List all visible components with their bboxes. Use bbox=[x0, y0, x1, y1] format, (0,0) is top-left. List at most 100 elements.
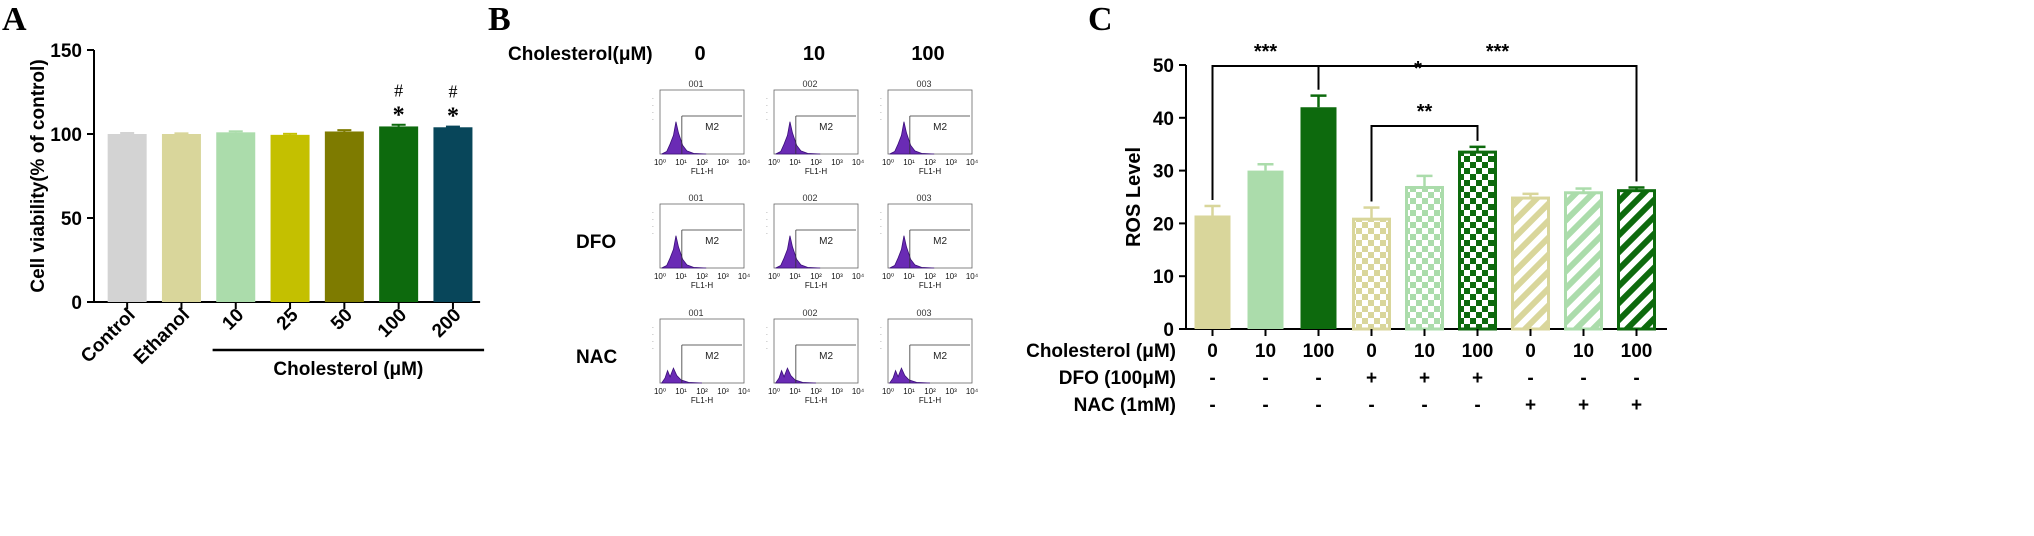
condition-value: 0 bbox=[1366, 341, 1377, 362]
axis-tick-mark: - bbox=[880, 217, 882, 223]
condition-value: - bbox=[1209, 368, 1215, 389]
flow-x-tick: 10³ bbox=[945, 272, 957, 281]
flow-x-tick: 10¹ bbox=[789, 158, 801, 167]
flow-x-tick: 10⁰ bbox=[882, 158, 894, 167]
flow-x-tick: 10⁰ bbox=[882, 272, 894, 281]
gate-label: M2 bbox=[705, 236, 719, 247]
x-tick-label: 25 bbox=[273, 304, 303, 334]
bar bbox=[1194, 215, 1231, 329]
flow-column-title: Cholesterol(μM) bbox=[508, 44, 653, 65]
flow-x-tick: 10⁰ bbox=[768, 387, 780, 396]
x-tick-label: Control bbox=[77, 305, 140, 368]
bar bbox=[161, 134, 201, 302]
condition-value: 10 bbox=[1573, 341, 1594, 362]
flow-histogram-area bbox=[660, 367, 703, 384]
flow-column-label: 100 bbox=[911, 43, 944, 65]
bar bbox=[216, 132, 256, 302]
x-tick-label: Ethanol bbox=[130, 305, 194, 369]
flow-x-tick: 10¹ bbox=[903, 272, 915, 281]
panel-label-c: C bbox=[1088, 1, 1113, 38]
flow-x-label: FL1-H bbox=[805, 167, 827, 176]
y-axis-label: ROS Level bbox=[1123, 147, 1145, 247]
bar bbox=[379, 126, 419, 302]
condition-value: + bbox=[1525, 395, 1536, 416]
flow-x-tick: 10⁰ bbox=[654, 158, 666, 167]
bar bbox=[1405, 185, 1444, 331]
flow-histogram-area bbox=[775, 235, 821, 269]
bar bbox=[324, 131, 364, 302]
flow-column-label: 0 bbox=[694, 43, 705, 65]
y-tick-label: 0 bbox=[71, 293, 82, 314]
bracket-dfo0-dfo100 bbox=[1370, 125, 1479, 202]
condition-value: - bbox=[1474, 395, 1480, 416]
bar bbox=[1511, 196, 1550, 331]
gate-label: M2 bbox=[819, 122, 833, 133]
flow-plot-id: 002 bbox=[802, 308, 817, 318]
flow-x-tick: 10² bbox=[810, 158, 822, 167]
flow-x-tick: 10⁰ bbox=[768, 158, 780, 167]
flow-plot-frame bbox=[887, 89, 973, 155]
flow-x-tick: 10⁴ bbox=[966, 272, 979, 281]
flow-x-label: FL1-H bbox=[691, 281, 713, 290]
flow-histogram-area bbox=[889, 121, 935, 155]
condition-value: - bbox=[1580, 368, 1586, 389]
flow-x-tick: 10⁰ bbox=[654, 387, 666, 396]
condition-value: - bbox=[1209, 395, 1215, 416]
bar bbox=[1564, 191, 1603, 331]
condition-row-label: NAC (1mM) bbox=[1074, 395, 1176, 416]
flow-x-tick: 10² bbox=[924, 158, 936, 167]
bar bbox=[1247, 170, 1284, 329]
flow-x-tick: 10³ bbox=[945, 158, 957, 167]
flow-x-tick: 10⁴ bbox=[966, 387, 979, 396]
axis-tick-mark: - bbox=[652, 224, 654, 230]
axis-tick-mark: - bbox=[880, 325, 882, 331]
flow-x-tick: 10³ bbox=[717, 387, 729, 396]
axis-tick-mark: - bbox=[652, 217, 654, 223]
flow-histogram-area bbox=[889, 235, 935, 269]
axis-tick-mark: - bbox=[766, 217, 768, 223]
axis-tick-mark: - bbox=[880, 96, 882, 102]
x-tick-label: 50 bbox=[327, 305, 357, 335]
flow-x-tick: 10⁴ bbox=[738, 158, 751, 167]
condition-value: 0 bbox=[1207, 341, 1218, 362]
axis-tick-mark: - bbox=[880, 332, 882, 338]
flow-x-tick: 10³ bbox=[831, 272, 843, 281]
flow-x-tick: 10² bbox=[810, 272, 822, 281]
axis-tick-mark: - bbox=[766, 210, 768, 216]
axis-tick-mark: - bbox=[880, 231, 882, 237]
flow-histogram-area bbox=[661, 121, 707, 155]
significance-label: ** bbox=[1417, 101, 1433, 123]
significance-star: * bbox=[393, 102, 405, 128]
flow-histogram-area bbox=[774, 367, 817, 384]
condition-row-label: DFO (100μM) bbox=[1059, 368, 1176, 389]
axis-tick-mark: - bbox=[766, 117, 768, 123]
condition-value: + bbox=[1578, 395, 1589, 416]
y-tick-label: 100 bbox=[50, 125, 82, 146]
significance-label: * bbox=[1414, 58, 1422, 80]
condition-value: + bbox=[1366, 368, 1377, 389]
axis-tick-mark: - bbox=[652, 103, 654, 109]
significance-hash: # bbox=[448, 81, 457, 101]
y-tick-label: 30 bbox=[1153, 162, 1174, 183]
condition-value: 0 bbox=[1525, 341, 1536, 362]
group-label: Cholesterol (μM) bbox=[273, 359, 423, 380]
flow-x-tick: 10⁴ bbox=[852, 158, 865, 167]
flow-x-tick: 10³ bbox=[831, 158, 843, 167]
flow-x-label: FL1-H bbox=[919, 167, 941, 176]
flow-histogram-area bbox=[775, 121, 821, 155]
axis-tick-mark: - bbox=[766, 339, 768, 345]
condition-value: - bbox=[1262, 395, 1268, 416]
axis-tick-mark: - bbox=[652, 210, 654, 216]
bar bbox=[1352, 217, 1391, 331]
flow-column-label: 10 bbox=[803, 43, 825, 65]
axis-tick-mark: - bbox=[766, 110, 768, 116]
axis-tick-mark: - bbox=[880, 210, 882, 216]
flow-x-tick: 10² bbox=[696, 272, 708, 281]
flow-row-label: NAC bbox=[576, 347, 617, 368]
flow-x-tick: 10² bbox=[924, 387, 936, 396]
flow-row-label: DFO bbox=[576, 232, 616, 253]
condition-value: - bbox=[1421, 395, 1427, 416]
